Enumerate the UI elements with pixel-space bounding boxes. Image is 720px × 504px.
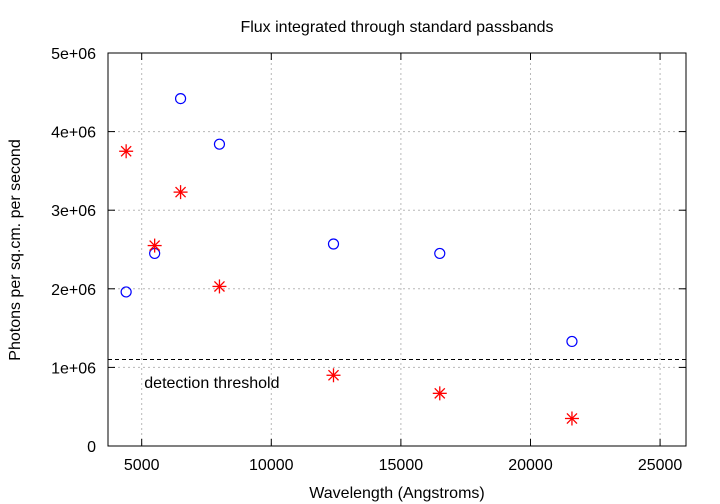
y-tick-label-3: 3e+06 [51,203,96,220]
circle-point-0 [120,286,132,298]
chart-title: Flux integrated through standard passban… [240,19,553,36]
x-tick-label-2: 15000 [379,457,424,474]
asterisk-point-0 [119,144,134,159]
tick-layer: 5000 10000 15000 20000 25000 0 1e+06 2e+06 3e+06… [51,46,686,474]
circle-point-6 [566,335,578,348]
circle-point-3 [213,138,226,150]
asterisk-point-3 [212,279,227,294]
asterisk-point-2 [173,185,188,200]
y-tick-label-2: 2e+06 [51,282,96,299]
y-axis-label: Photons per sq.cm. per second [7,139,24,360]
circle-point-2 [174,92,187,105]
plot-frame [107,52,687,447]
y-tick-label-5: 5e+06 [51,46,96,63]
y-tick-label-1: 1e+06 [51,360,96,377]
x-tick-label-4: 25000 [638,457,683,474]
x-tick-label-0: 5000 [124,457,160,474]
asterisk-point-4 [326,368,341,383]
asterisk-point-6 [564,411,579,426]
circle-point-5 [434,247,446,260]
asterisk-point-1 [147,238,162,253]
y-tick-label-4: 4e+06 [51,125,96,142]
x-tick-label-3: 20000 [508,457,553,474]
grid-layer [108,53,686,446]
asterisk-point-5 [432,386,447,401]
circle-point-4 [327,238,340,250]
y-tick-label-0: 0 [87,439,96,456]
x-tick-label-1: 10000 [249,457,294,474]
x-axis-label: Wavelength (Angstroms) [309,485,484,502]
reference-layer: detection threshold [108,359,686,392]
detection-threshold-label: detection threshold [144,375,279,392]
series-layer [119,92,579,426]
